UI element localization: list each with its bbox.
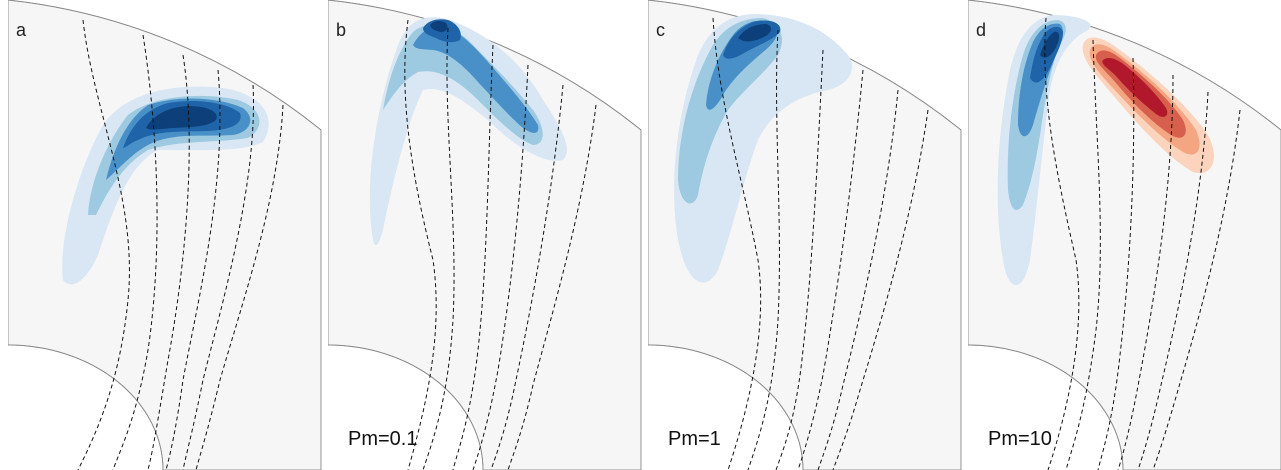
contour-blue	[369, 17, 567, 246]
shell-plot-a	[8, 0, 322, 470]
inner-boundary	[328, 344, 484, 470]
pm-label: Pm=0.1	[348, 428, 418, 450]
panel-d: d Pm=10	[968, 0, 1281, 470]
inner-boundary	[968, 344, 1124, 470]
contour-blue	[674, 14, 852, 283]
panel-a: a	[8, 0, 328, 470]
shell-plot-b	[328, 0, 642, 470]
outer-boundary	[8, 0, 322, 131]
field-lines	[712, 17, 929, 470]
field-lines	[77, 19, 284, 470]
contour-blue	[997, 15, 1091, 286]
inner-boundary	[648, 344, 804, 470]
shell-plot-d	[968, 0, 1281, 470]
panel-letter: b	[336, 20, 347, 40]
shell-plot-c	[648, 0, 962, 470]
outer-boundary	[328, 0, 642, 131]
field-lines	[404, 19, 597, 470]
pm-label: Pm=1	[668, 428, 721, 450]
panel-letter: c	[656, 20, 665, 40]
panel-letter: d	[976, 20, 987, 40]
outer-boundary	[968, 0, 1281, 131]
field-lines	[1044, 17, 1241, 470]
inner-boundary	[8, 344, 164, 470]
panel-c: c Pm=1	[648, 0, 968, 470]
pm-label: Pm=10	[988, 428, 1052, 450]
shell-region	[8, 0, 322, 470]
panel-letter: a	[16, 20, 27, 40]
panel-b: b Pm=0.1	[328, 0, 648, 470]
